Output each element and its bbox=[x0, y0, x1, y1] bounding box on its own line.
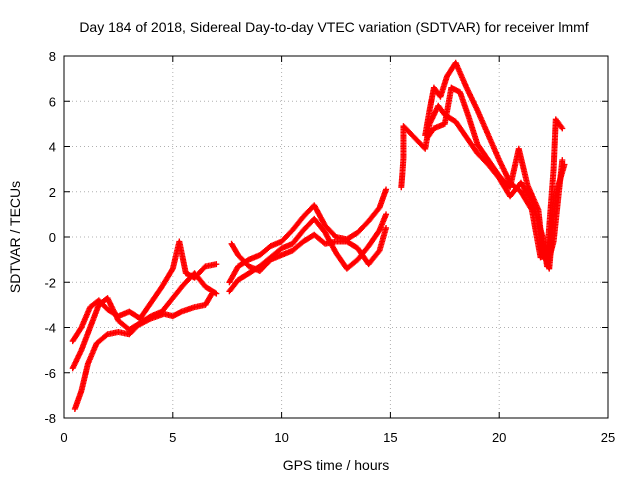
data-point bbox=[561, 161, 568, 168]
series-track-d bbox=[226, 186, 390, 286]
data-point bbox=[559, 125, 566, 132]
y-tick-label: -8 bbox=[44, 411, 56, 426]
series-track-c bbox=[71, 290, 215, 412]
data-point bbox=[383, 211, 390, 218]
data-point bbox=[208, 291, 215, 298]
chart-title: Day 184 of 2018, Sidereal Day-to-day VTE… bbox=[79, 19, 588, 35]
y-tick-label: 2 bbox=[49, 185, 56, 200]
axis-ticks: 0 5 10 15 20 25 -8 -6 -4 -2 0 2 4 6 8 bbox=[44, 49, 615, 445]
data-point bbox=[169, 266, 176, 273]
series-track-a bbox=[69, 238, 220, 345]
x-tick-label: 20 bbox=[492, 430, 506, 445]
y-tick-label: 8 bbox=[49, 49, 56, 64]
data-point bbox=[383, 186, 390, 193]
y-tick-label: 0 bbox=[49, 230, 56, 245]
data-point bbox=[558, 124, 565, 131]
data-point bbox=[559, 157, 566, 164]
y-tick-label: -6 bbox=[44, 366, 56, 381]
data-point bbox=[212, 289, 219, 296]
series-track-b bbox=[69, 270, 220, 372]
y-tick-label: 4 bbox=[49, 140, 56, 155]
series-track-i bbox=[424, 84, 568, 272]
x-tick-label: 5 bbox=[169, 430, 176, 445]
y-axis-label: SDTVAR / TECUs bbox=[7, 181, 23, 293]
x-tick-label: 10 bbox=[274, 430, 288, 445]
data-point bbox=[208, 290, 215, 297]
x-tick-label: 15 bbox=[383, 430, 397, 445]
y-tick-label: -4 bbox=[44, 321, 56, 336]
data-points bbox=[69, 59, 568, 412]
data-point bbox=[213, 261, 220, 268]
y-tick-label: -2 bbox=[44, 275, 56, 290]
series-track-f bbox=[228, 224, 390, 274]
x-tick-label: 0 bbox=[60, 430, 67, 445]
x-axis-label: GPS time / hours bbox=[283, 457, 390, 473]
data-point bbox=[528, 205, 535, 212]
x-tick-label: 25 bbox=[601, 430, 615, 445]
y-tick-label: 6 bbox=[49, 94, 56, 109]
data-point bbox=[383, 224, 390, 231]
